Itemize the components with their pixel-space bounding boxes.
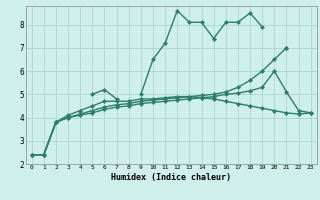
X-axis label: Humidex (Indice chaleur): Humidex (Indice chaleur)	[111, 173, 231, 182]
